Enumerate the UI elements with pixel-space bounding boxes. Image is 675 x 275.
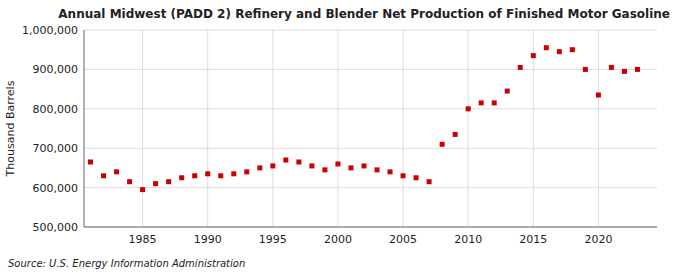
source-note: Source: U.S. Energy Information Administ… bbox=[8, 258, 245, 269]
point bbox=[479, 100, 484, 105]
chart: 500,000 600,000 700,000 800,000 900,000 1,000… bbox=[0, 0, 675, 275]
y-tick-label: 900,000 bbox=[33, 63, 79, 76]
point bbox=[492, 100, 497, 105]
x-tick-label: 1990 bbox=[194, 233, 222, 246]
y-axis-label: Thousand Barrels bbox=[4, 80, 17, 177]
y-tick-label: 600,000 bbox=[33, 182, 79, 195]
axes: 500,000 600,000 700,000 800,000 900,000 1,000… bbox=[22, 24, 657, 246]
point bbox=[179, 175, 184, 180]
point bbox=[361, 163, 366, 168]
point bbox=[348, 165, 353, 170]
point bbox=[388, 169, 393, 174]
x-grid-line bbox=[337, 30, 338, 227]
x-grid-line bbox=[207, 30, 208, 227]
x-tick-label: 2010 bbox=[454, 233, 482, 246]
x-tick-label: 2000 bbox=[324, 233, 352, 246]
point bbox=[427, 179, 432, 184]
point bbox=[570, 47, 575, 52]
x-tick-label: 2005 bbox=[389, 233, 417, 246]
point bbox=[375, 167, 380, 172]
y-grid-line bbox=[84, 30, 657, 31]
y-grid-line bbox=[84, 187, 657, 188]
point bbox=[440, 142, 445, 147]
y-grid-line bbox=[84, 108, 657, 109]
y-tick-label: 800,000 bbox=[33, 103, 79, 116]
point bbox=[257, 165, 262, 170]
x-grid-line bbox=[598, 30, 599, 227]
point bbox=[609, 65, 614, 70]
point bbox=[283, 158, 288, 163]
point bbox=[401, 173, 406, 178]
point bbox=[622, 69, 627, 74]
x-grid-line bbox=[272, 30, 273, 227]
point bbox=[88, 159, 93, 164]
point bbox=[466, 106, 471, 111]
point bbox=[218, 173, 223, 178]
point bbox=[531, 53, 536, 58]
x-tick-label: 2020 bbox=[584, 233, 612, 246]
y-grid-line bbox=[84, 227, 657, 228]
point bbox=[557, 49, 562, 54]
point bbox=[140, 187, 145, 192]
points bbox=[88, 45, 640, 192]
point bbox=[322, 167, 327, 172]
point bbox=[270, 163, 275, 168]
point bbox=[453, 132, 458, 137]
x-grid-line bbox=[142, 30, 143, 227]
x-tick-label: 2015 bbox=[519, 233, 547, 246]
y-grid-line bbox=[84, 69, 657, 70]
title: Annual Midwest (PADD 2) Refinery and Ble… bbox=[58, 7, 670, 21]
y-tick-label: 500,000 bbox=[33, 221, 79, 234]
x-grid-line bbox=[403, 30, 404, 227]
point bbox=[153, 181, 158, 186]
point bbox=[583, 67, 588, 72]
grid bbox=[84, 30, 657, 227]
point bbox=[309, 163, 314, 168]
x-axis-line bbox=[84, 227, 657, 228]
point bbox=[101, 173, 106, 178]
point bbox=[544, 45, 549, 50]
y-tick-label: 700,000 bbox=[33, 142, 79, 155]
x-tick-label: 1995 bbox=[259, 233, 287, 246]
point bbox=[231, 171, 236, 176]
point bbox=[335, 161, 340, 166]
x-grid-line bbox=[468, 30, 469, 227]
point bbox=[518, 65, 523, 70]
point bbox=[114, 169, 119, 174]
point bbox=[192, 173, 197, 178]
y-grid-line bbox=[84, 148, 657, 149]
point bbox=[596, 93, 601, 98]
point bbox=[244, 169, 249, 174]
point bbox=[205, 171, 210, 176]
point bbox=[635, 67, 640, 72]
y-axis-line bbox=[84, 30, 85, 227]
point bbox=[505, 89, 510, 94]
point bbox=[296, 159, 301, 164]
point bbox=[127, 179, 132, 184]
y-tick-label: 1,000,000 bbox=[22, 24, 78, 37]
x-tick-label: 1985 bbox=[129, 233, 157, 246]
point bbox=[166, 179, 171, 184]
x-grid-line bbox=[533, 30, 534, 227]
point bbox=[414, 175, 419, 180]
